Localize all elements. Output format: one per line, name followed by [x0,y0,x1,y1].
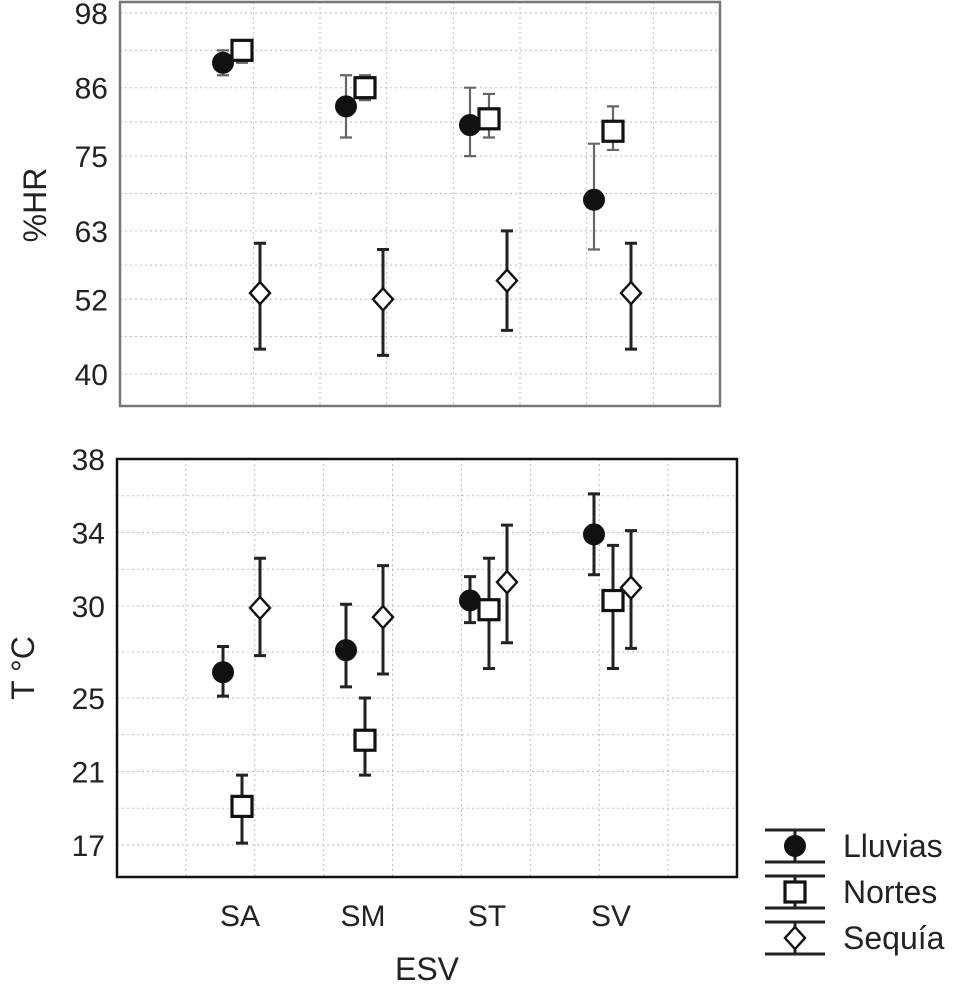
temp-plot-frame [115,457,739,879]
hr-y-axis-title: %HR [17,168,53,243]
temp-y-axis-title: T °C [5,636,41,700]
data-point [583,188,605,211]
panel-temp: 17 21 25 30 34 38 T °C SA SM ST SV ESV [5,444,739,986]
data-point [583,523,605,546]
hr-y-tick-label: 86 [75,73,108,106]
temp-y-tick-label: 38 [72,444,105,477]
data-point [353,76,377,100]
series-nortes [230,543,625,845]
temp-data-marks [212,492,643,845]
data-point [619,574,643,601]
data-point [248,280,272,306]
panel-hr: 40 52 63 75 86 98 %HR [17,0,722,408]
legend-item: Lluvias [765,828,943,864]
legend-label: Lluvias [843,828,943,864]
x-axis-title: ESV [395,951,460,986]
data-point [477,107,501,131]
hr-data-marks [212,38,643,357]
data-point [601,119,625,143]
data-point [248,595,272,621]
x-tick-label: SV [591,900,631,933]
x-tick-label: SA [220,900,260,933]
legend-marker [784,835,806,857]
data-point [371,604,395,630]
series-lluvias [212,49,605,251]
data-point [495,569,519,595]
data-point [353,728,377,752]
data-point [459,114,481,137]
data-point [495,267,519,294]
series-sequa [248,523,643,676]
data-point [477,598,501,622]
data-point [212,51,234,74]
temp-y-tick-label: 25 [72,683,105,716]
legend-item: Sequía [765,920,945,956]
legend-marker [783,880,807,904]
x-tick-label: ST [468,900,506,933]
x-tick-labels: SA SM ST SV [220,900,631,933]
hr-y-tick-label: 63 [75,216,108,249]
data-point [212,661,234,684]
temp-gridlines [117,459,737,877]
hr-gridlines [120,2,720,406]
data-point [335,95,357,118]
hr-y-tick-labels: 40 52 63 75 86 98 [75,0,108,392]
series-lluvias [212,492,605,698]
legend-item: Nortes [765,874,937,910]
data-point [619,280,643,306]
temp-y-tick-label: 30 [72,591,105,624]
data-point [230,38,254,62]
hr-y-tick-label: 98 [75,0,108,31]
data-point [230,794,254,819]
series-sequa [248,229,643,357]
data-point [459,589,481,612]
legend: Lluvias Nortes Sequía [765,828,945,956]
legend-marker [783,925,807,951]
data-point [371,286,395,313]
x-tick-label: SM [341,900,386,933]
legend-label: Nortes [843,874,937,910]
legend-label: Sequía [843,920,945,956]
series-nortes [230,38,625,152]
data-point [335,639,357,662]
hr-y-tick-label: 40 [75,359,108,392]
temp-y-tick-label: 21 [72,756,105,789]
hr-plot-frame [118,0,722,408]
temp-y-tick-label: 17 [72,830,105,863]
temp-y-tick-label: 34 [72,518,105,551]
temp-y-tick-labels: 17 21 25 30 34 38 [72,444,105,863]
hr-y-tick-label: 52 [75,284,108,317]
data-point [601,588,625,613]
hr-y-tick-label: 75 [75,141,108,174]
